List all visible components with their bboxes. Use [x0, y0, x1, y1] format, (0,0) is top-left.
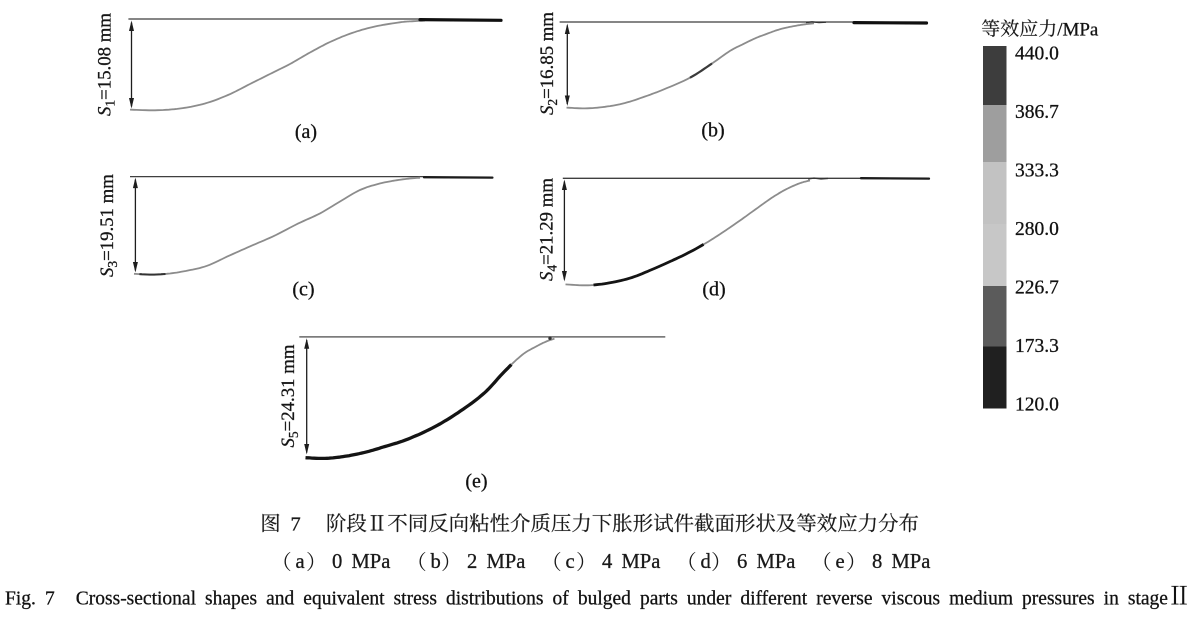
svg-text:d: d — [701, 551, 712, 573]
svg-text:8 MPa: 8 MPa — [872, 551, 930, 573]
svg-text:/MPa: /MPa — [1057, 19, 1099, 40]
svg-text:a: a — [296, 551, 305, 573]
svg-text:S4=21.29 mm: S4=21.29 mm — [537, 178, 560, 281]
svg-text:c: c — [566, 551, 575, 573]
svg-text:(b): (b) — [701, 120, 724, 142]
svg-text:173.3: 173.3 — [1015, 336, 1059, 357]
svg-text:0 MPa: 0 MPa — [332, 551, 390, 573]
svg-text:120.0: 120.0 — [1015, 394, 1059, 415]
svg-text:S2=16.85 mm: S2=16.85 mm — [537, 12, 560, 115]
svg-text:280.0: 280.0 — [1015, 219, 1059, 240]
svg-text:226.7: 226.7 — [1015, 277, 1059, 298]
svg-text:333.3: 333.3 — [1015, 160, 1059, 181]
svg-text:(a): (a) — [295, 121, 317, 143]
svg-text:S3=19.51 mm: S3=19.51 mm — [97, 174, 120, 277]
svg-text:386.7: 386.7 — [1015, 102, 1059, 123]
svg-text:(c): (c) — [292, 279, 314, 301]
svg-text:S1=15.08 mm: S1=15.08 mm — [94, 13, 117, 116]
svg-text:Fig. 7 Cross-sectional shapes: Fig. 7 Cross-sectional shapes and equiva… — [5, 589, 1168, 610]
svg-text:440.0: 440.0 — [1015, 43, 1059, 64]
svg-text:(d): (d) — [702, 279, 725, 301]
svg-text:(e): (e) — [465, 471, 487, 493]
svg-text:e: e — [836, 551, 845, 573]
svg-text:2 MPa: 2 MPa — [467, 551, 525, 573]
svg-text:4 MPa: 4 MPa — [602, 551, 660, 573]
svg-text:7: 7 — [291, 514, 301, 536]
svg-text:6 MPa: 6 MPa — [737, 551, 795, 573]
svg-text:S5=24.31 mm: S5=24.31 mm — [278, 344, 301, 447]
svg-text:b: b — [431, 551, 441, 573]
